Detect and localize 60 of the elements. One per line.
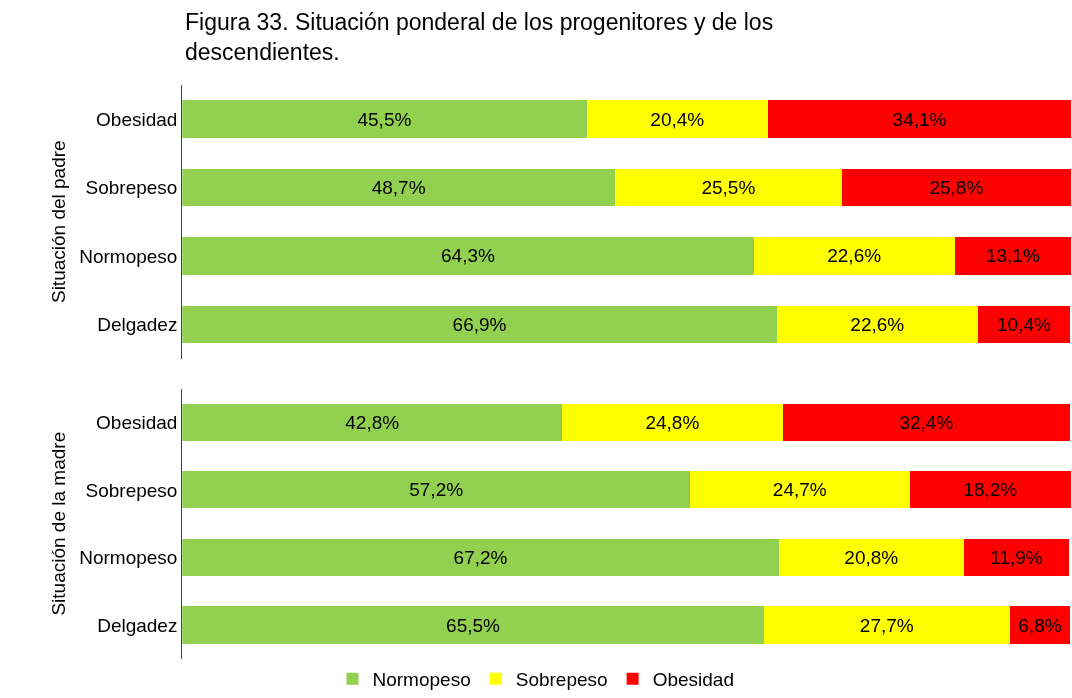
data-label: 48,7% [371, 176, 426, 198]
y-tick-label: Normopeso [79, 547, 178, 569]
bar [182, 606, 764, 644]
bar [768, 100, 1072, 138]
data-label: 11,9% [990, 546, 1043, 568]
y-tick-label: Obesidad [96, 108, 178, 130]
data-label: 24,7% [772, 479, 827, 501]
bar [182, 237, 754, 275]
bar [782, 403, 1071, 441]
legend-label: Sobrepeso [515, 669, 608, 691]
legend-label: Normopeso [372, 669, 471, 691]
bar [776, 305, 978, 344]
bar [586, 100, 769, 138]
data-label: 13,1% [985, 245, 1040, 267]
data-label: 25,8% [929, 176, 984, 198]
data-label: 64,3% [441, 245, 495, 267]
chart-title: Figura 33. Situación ponderal de los progenitores y de los descendientes. [185, 9, 774, 65]
bar [182, 305, 777, 344]
y-tick-label: Sobrepeso [85, 177, 178, 199]
bar [182, 538, 779, 577]
bar [182, 471, 691, 509]
bar [753, 237, 955, 275]
bar [963, 538, 1070, 577]
data-label: 34,1% [892, 108, 947, 130]
data-label: 24,8% [645, 411, 700, 433]
bar [182, 168, 616, 207]
data-label: 57,2% [409, 479, 464, 501]
data-label: 10,4% [997, 313, 1051, 335]
bar [954, 237, 1072, 275]
data-label: 25,5% [701, 176, 756, 198]
bar [615, 168, 842, 207]
bar [562, 403, 783, 441]
y-tick-label: Normopeso [79, 245, 178, 267]
data-label: 6,8% [1018, 614, 1062, 636]
y-tick-label: Delgadez [97, 314, 178, 336]
y-axis-title: Situación del padre [48, 140, 70, 304]
y-tick-label: Sobrepeso [85, 479, 178, 501]
data-label: 20,4% [650, 108, 705, 130]
data-label: 65,5% [446, 614, 501, 636]
bar [909, 471, 1072, 509]
data-label: 42,8% [345, 411, 400, 433]
data-label: 18,2% [963, 479, 1018, 501]
bar [763, 606, 1010, 644]
bar [841, 168, 1072, 207]
y-tick-label: Delgadez [97, 614, 178, 636]
data-label: 22,6% [827, 245, 882, 267]
data-label: 45,5% [357, 108, 412, 130]
bar [182, 100, 587, 138]
data-label: 67,2% [453, 546, 508, 568]
y-tick-label: Obesidad [96, 411, 178, 433]
data-label: 27,7% [859, 614, 914, 636]
legend-label: Obesidad [652, 669, 734, 691]
y-axis-title: Situación de la madre [48, 431, 70, 616]
bar [778, 538, 964, 577]
data-label: 22,6% [850, 313, 905, 335]
data-label: 32,4% [899, 411, 954, 433]
data-label: 20,8% [844, 546, 899, 568]
bar [182, 403, 563, 441]
data-label: 66,9% [452, 313, 507, 335]
bar [690, 471, 910, 509]
